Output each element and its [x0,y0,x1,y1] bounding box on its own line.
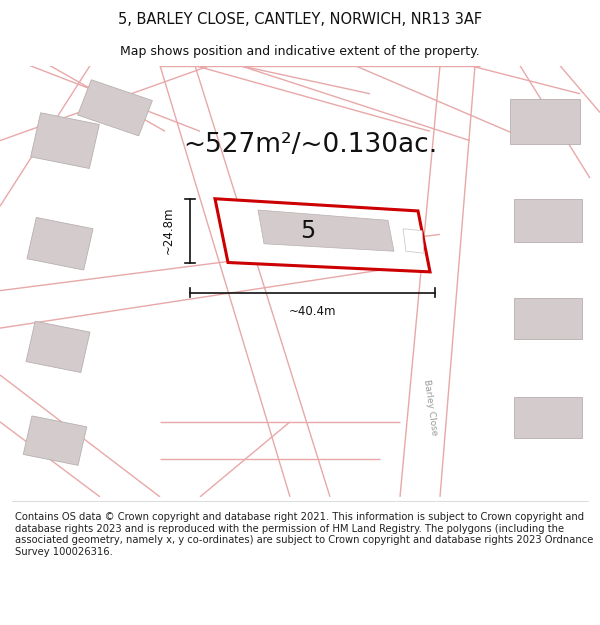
Polygon shape [514,199,582,242]
Text: 5, BARLEY CLOSE, CANTLEY, NORWICH, NR13 3AF: 5, BARLEY CLOSE, CANTLEY, NORWICH, NR13 … [118,12,482,27]
Polygon shape [403,229,424,253]
Polygon shape [215,199,430,272]
Text: Contains OS data © Crown copyright and database right 2021. This information is : Contains OS data © Crown copyright and d… [15,512,593,557]
Text: 5: 5 [300,219,316,243]
Text: ~24.8m: ~24.8m [161,207,175,254]
Polygon shape [510,99,580,144]
Polygon shape [26,321,90,372]
Polygon shape [27,217,93,270]
Text: ~527m²/~0.130ac.: ~527m²/~0.130ac. [183,132,437,158]
Polygon shape [23,416,87,466]
Text: Map shows position and indicative extent of the property.: Map shows position and indicative extent… [120,45,480,58]
Polygon shape [258,210,394,251]
Text: ~40.4m: ~40.4m [289,305,336,318]
Polygon shape [31,112,100,169]
Polygon shape [514,298,582,339]
Polygon shape [77,80,152,136]
Text: Barley Close: Barley Close [422,379,439,436]
Polygon shape [514,397,582,437]
